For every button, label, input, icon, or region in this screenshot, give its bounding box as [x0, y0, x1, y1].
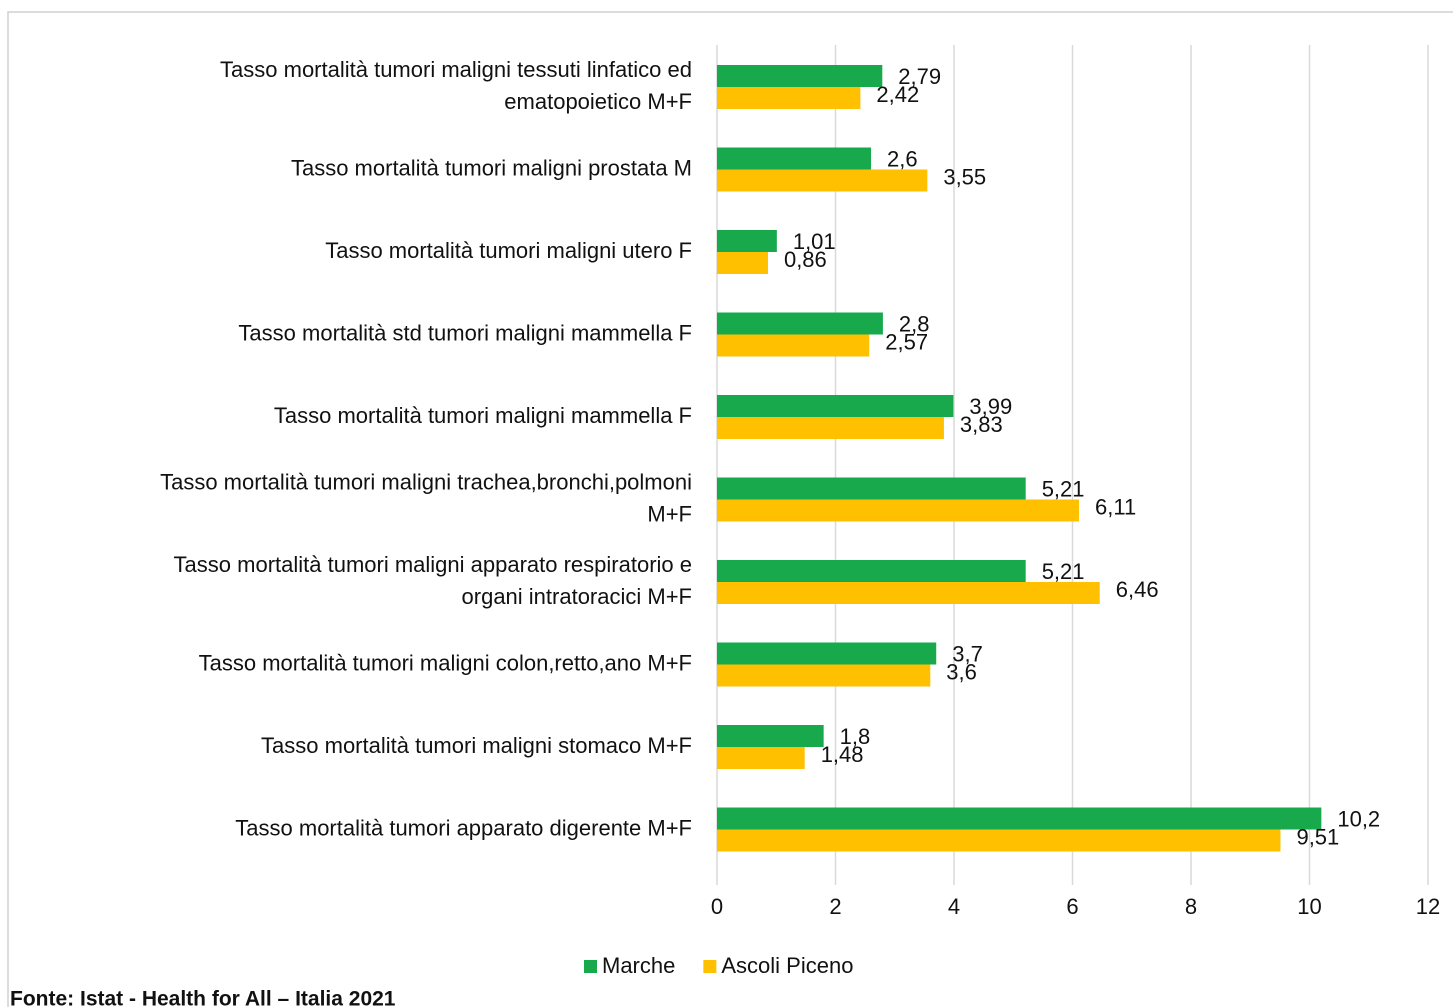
bar [717, 829, 1281, 852]
category-label: Tasso mortalità tumori maligni mammella … [274, 403, 692, 428]
legend-swatch [703, 960, 717, 973]
bar [717, 477, 1026, 500]
value-label: 2,6 [887, 146, 918, 171]
bar [717, 334, 870, 357]
bar [717, 499, 1080, 522]
legend-label: Ascoli Piceno [721, 953, 853, 978]
value-label: 10,2 [1337, 806, 1380, 831]
category-line: M+F [647, 501, 692, 526]
bar [717, 747, 805, 769]
source-note: Fonte: Istat - Health for All – Italia 2… [10, 988, 396, 1007]
value-label: 6,11 [1095, 494, 1136, 519]
value-label: 2,57 [885, 329, 928, 354]
value-label: 3,83 [960, 412, 1003, 437]
value-label: 9,51 [1296, 824, 1339, 849]
category-label: Tasso mortalità tumori maligni prostata … [291, 155, 692, 180]
bar [717, 230, 777, 252]
category-label: Tasso mortalità tumori maligni colon,ret… [199, 650, 692, 675]
category-line: organi intratoracici M+F [462, 584, 692, 609]
x-tick-label: 8 [1185, 894, 1197, 919]
bar [717, 417, 944, 439]
value-label: 3,55 [943, 164, 986, 189]
category-label: Tasso mortalità tumori maligni utero F [325, 238, 692, 263]
value-label: 3,7 [952, 641, 983, 666]
value-label: 2,8 [899, 311, 930, 336]
category-line: ematopoietico M+F [504, 89, 692, 114]
bar [717, 312, 883, 335]
category-label: Tasso mortalità tumori maligni stomaco M… [261, 733, 692, 758]
bar [717, 87, 861, 109]
category-line: Tasso mortalità tumori maligni apparato … [174, 552, 692, 577]
category-label: Tasso mortalità tumori maligni apparato … [174, 552, 692, 609]
x-tick-label: 2 [829, 894, 841, 919]
legend-swatch [584, 960, 597, 973]
category-line: Tasso mortalità tumori maligni trachea,b… [160, 469, 692, 494]
value-label: 1,8 [840, 724, 871, 749]
bar [717, 807, 1322, 830]
bar [717, 725, 824, 747]
x-tick-label: 6 [1066, 894, 1078, 919]
bar [717, 582, 1100, 604]
value-label: 5,21 [1042, 559, 1085, 584]
value-label: 1,48 [821, 742, 864, 767]
bar [717, 560, 1026, 582]
bar [717, 169, 928, 192]
category-label: Tasso mortalità tumori maligni trachea,b… [160, 469, 692, 526]
bar [717, 65, 883, 87]
value-label: 0,86 [784, 247, 827, 272]
x-tick-label: 0 [711, 894, 723, 919]
value-label: 6,46 [1116, 577, 1159, 602]
x-tick-label: 4 [948, 894, 960, 919]
bar [717, 252, 768, 274]
legend-label: Marche [602, 953, 675, 978]
x-tick-label: 12 [1416, 894, 1440, 919]
value-label: 3,6 [946, 659, 977, 684]
category-line: Tasso mortalità tumori maligni tessuti l… [220, 57, 692, 82]
bar [717, 664, 931, 687]
value-label: 5,21 [1042, 476, 1085, 501]
value-label: 1,01 [793, 229, 836, 254]
value-label: 2,42 [876, 82, 919, 107]
category-label: Tasso mortalità tumori maligni tessuti l… [220, 57, 692, 114]
bar [717, 395, 954, 417]
bar [717, 642, 937, 665]
x-tick-label: 10 [1297, 894, 1321, 919]
value-label: 2,79 [898, 64, 941, 89]
bar [717, 147, 872, 170]
category-label: Tasso mortalità std tumori maligni mamme… [238, 320, 692, 345]
category-label: Tasso mortalità tumori apparato digerent… [235, 815, 692, 840]
chart-frame [7, 11, 1453, 1007]
value-label: 3,99 [969, 394, 1012, 419]
